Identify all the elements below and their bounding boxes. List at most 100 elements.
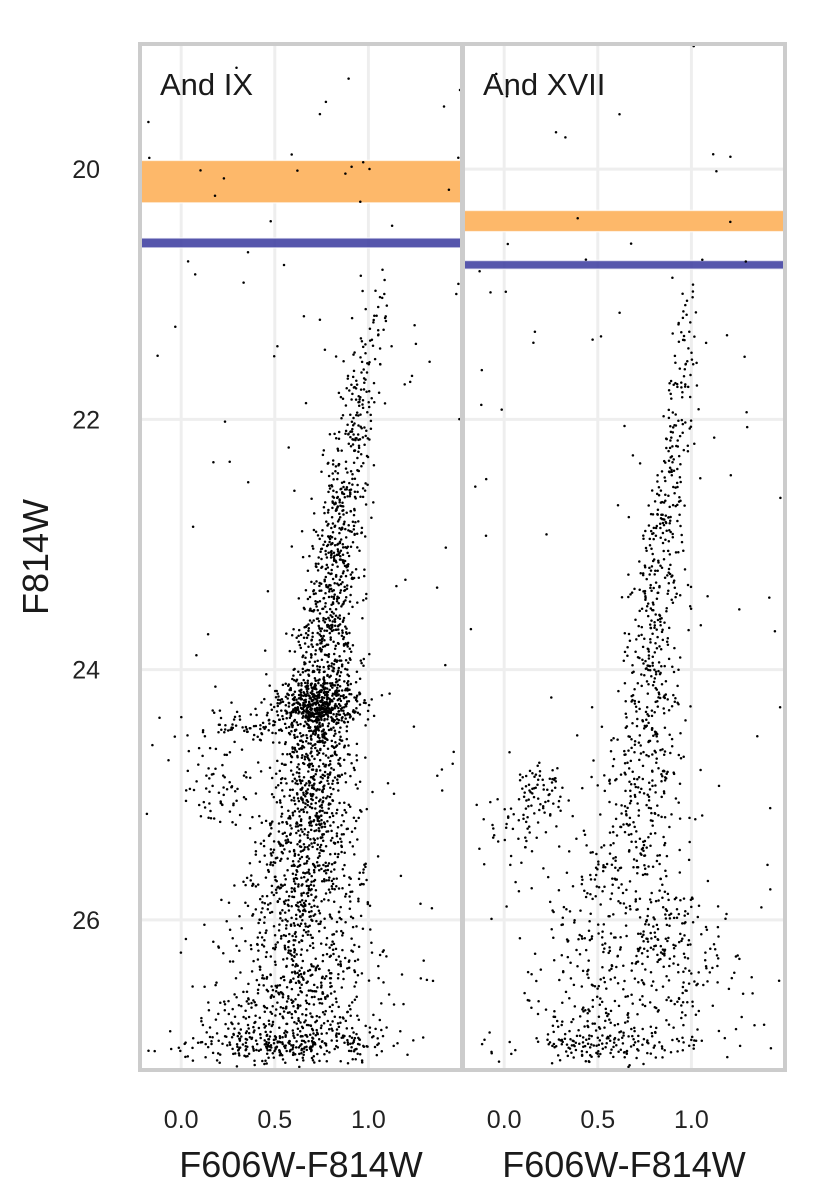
data-point [320, 534, 324, 537]
data-point [619, 825, 622, 829]
data-point [269, 861, 273, 864]
data-point [356, 546, 359, 549]
data-point [353, 827, 357, 830]
data-point [260, 936, 264, 939]
data-point [331, 836, 334, 840]
data-point [304, 656, 307, 659]
data-point [323, 869, 326, 873]
data-point [196, 1041, 200, 1045]
data-point [325, 520, 328, 523]
data-point [351, 643, 355, 647]
data-point [279, 728, 283, 731]
data-point [623, 650, 627, 654]
data-point [354, 783, 358, 786]
data-point [660, 630, 664, 634]
data-point [292, 668, 295, 671]
data-point [293, 864, 296, 868]
data-point [347, 524, 350, 527]
data-point [634, 618, 637, 622]
data-point [335, 1000, 338, 1004]
data-point [363, 698, 366, 702]
data-point [274, 946, 277, 949]
data-point [326, 820, 329, 823]
data-point [691, 283, 695, 286]
data-point [258, 931, 262, 935]
data-point [665, 923, 669, 927]
data-point [309, 703, 312, 706]
data-point [350, 383, 353, 386]
data-point [368, 438, 371, 441]
data-point [306, 803, 309, 807]
data-point [584, 1060, 588, 1063]
data-point [645, 846, 648, 849]
data-point [325, 629, 329, 633]
data-point [653, 811, 657, 815]
data-point [335, 884, 338, 888]
data-point [349, 1049, 353, 1053]
data-point [608, 778, 611, 782]
data-point [552, 1015, 555, 1019]
data-point [676, 485, 679, 489]
data-point [358, 1038, 361, 1041]
data-point [633, 587, 636, 591]
data-point [547, 799, 550, 803]
data-point [652, 1046, 656, 1049]
data-point [344, 546, 347, 549]
data-point [269, 1030, 272, 1034]
data-point [301, 959, 305, 963]
data-point [311, 936, 314, 940]
data-point [697, 971, 700, 974]
data-point [366, 709, 370, 713]
data-point [262, 1022, 266, 1026]
data-point [321, 645, 325, 648]
data-point [325, 879, 328, 882]
data-point [611, 877, 614, 880]
data-point [691, 1005, 694, 1008]
data-point [667, 449, 670, 453]
data-point [677, 912, 681, 916]
data-point [359, 388, 363, 391]
data-point [651, 865, 655, 868]
data-point [623, 749, 626, 753]
data-point [382, 949, 385, 952]
data-point [623, 424, 626, 428]
data-point [680, 330, 683, 334]
data-point [336, 565, 339, 568]
data-point [301, 740, 305, 744]
data-point [283, 883, 287, 887]
data-point [247, 1002, 250, 1006]
data-point [250, 1036, 254, 1039]
data-point [293, 489, 296, 493]
data-point [204, 1055, 207, 1059]
data-point [539, 803, 542, 806]
data-point [330, 719, 334, 722]
data-point [356, 483, 359, 487]
data-point [274, 943, 277, 946]
data-point [711, 1004, 715, 1007]
data-point [650, 937, 653, 940]
data-point [285, 985, 289, 989]
data-point [650, 709, 654, 712]
data-point [309, 1012, 312, 1015]
data-point [655, 735, 658, 738]
data-point [318, 668, 321, 672]
data-point [281, 717, 285, 721]
data-point [619, 1030, 623, 1033]
data-point [366, 718, 370, 721]
data-point [668, 529, 671, 532]
data-point [325, 563, 329, 567]
data-point [667, 581, 671, 585]
data-point [293, 1053, 297, 1056]
data-point [331, 563, 334, 566]
data-point [675, 481, 679, 485]
data-point [315, 580, 318, 583]
data-point [552, 802, 555, 805]
data-point [252, 1030, 255, 1034]
data-point [290, 721, 294, 725]
data-point [286, 903, 290, 907]
data-point [327, 888, 331, 891]
data-point [318, 581, 321, 585]
data-point [304, 401, 308, 405]
data-point [616, 504, 620, 507]
data-point [601, 890, 604, 893]
